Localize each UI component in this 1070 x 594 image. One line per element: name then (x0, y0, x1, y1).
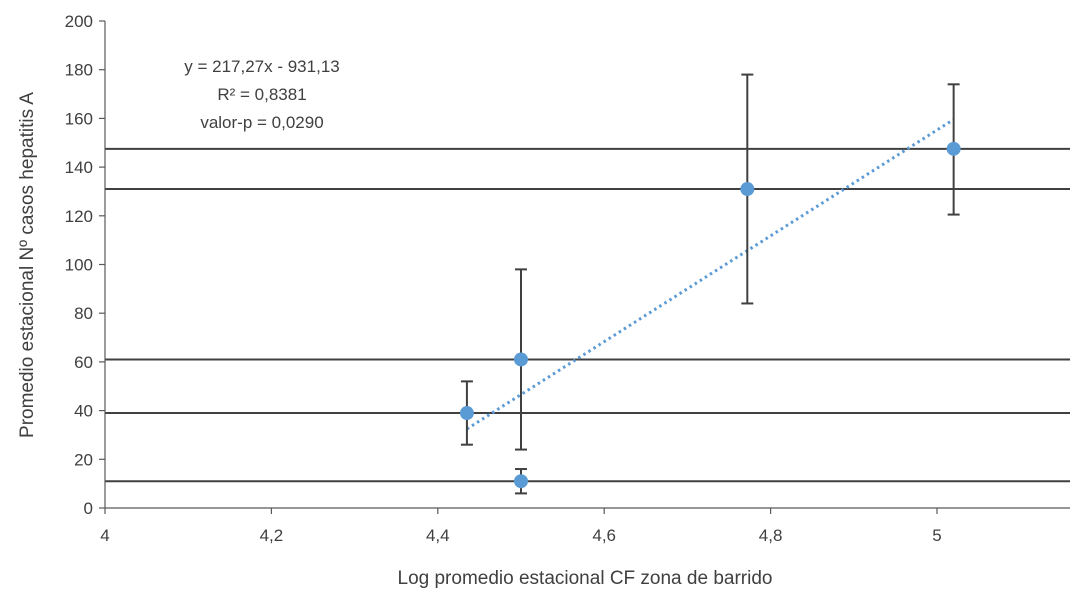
y-tick-label-3: 60 (74, 353, 93, 372)
y-tick-label-8: 160 (65, 109, 93, 128)
data-points (459, 141, 961, 489)
y-tick-label-0: 0 (84, 499, 93, 518)
data-point-4 (946, 141, 961, 156)
y-tick-label-5: 100 (65, 256, 93, 275)
data-point-3 (740, 182, 755, 197)
data-point-1 (514, 352, 528, 367)
y-tick-label-2: 40 (74, 402, 93, 421)
y-tick-label-1: 20 (74, 450, 93, 469)
x-tick-label-3: 4,6 (592, 526, 616, 545)
x-tick-label-0: 4 (100, 526, 109, 545)
x-axis-title: Log promedio estacional CF zona de barri… (398, 568, 773, 589)
y-tick-label-10: 200 (65, 12, 93, 31)
x-tick-label-4: 4,8 (759, 526, 783, 545)
y-tick-label-7: 140 (65, 158, 93, 177)
r-squared-label: R² = 0,8381 (217, 85, 306, 104)
data-point-0 (459, 406, 474, 421)
trendline-group (466, 118, 955, 431)
y-tick-label-4: 80 (74, 304, 93, 323)
data-point-2 (514, 474, 528, 489)
x-tick-label-2: 4,4 (426, 526, 450, 545)
y-axis-title: Promedio estacional Nº casos hepatitis A (17, 92, 38, 438)
error-bars (460, 73, 960, 495)
x-tick-label-5: 5 (932, 526, 941, 545)
x-tick-label-1: 4,2 (260, 526, 284, 545)
y-tick-label-6: 120 (65, 207, 93, 226)
trendline-equation: y = 217,27x - 931,13 (184, 57, 339, 76)
axes (99, 20, 1070, 514)
trendline (466, 118, 955, 431)
y-tick-label-9: 180 (65, 61, 93, 80)
x-tick-labels: 44,24,44,64,855,25,4 (100, 526, 941, 545)
reference-lines (105, 147, 1070, 483)
p-value-label: valor-p = 0,0290 (200, 113, 323, 132)
y-tick-labels: 0 20 40 60 80 100 120 140 160 180 200 (65, 12, 93, 518)
